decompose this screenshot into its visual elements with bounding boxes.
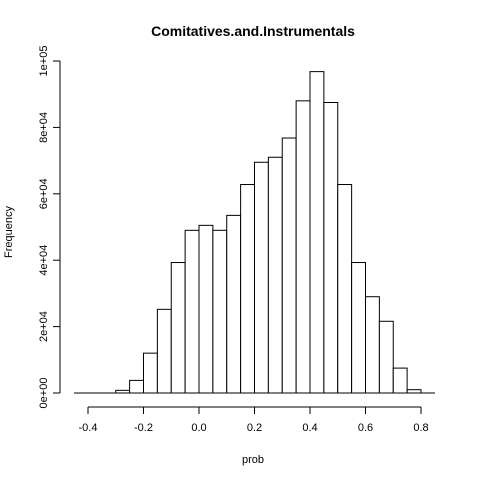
histogram-bar (254, 161, 269, 394)
histogram-bar (295, 100, 311, 394)
x-axis-label: prob (242, 454, 264, 466)
chart-title: Comitatives.and.Instrumentals (151, 23, 355, 39)
y-tick-label: 4e+04 (38, 245, 50, 276)
y-tick-label: 8e+04 (38, 112, 50, 143)
x-tick-label: -0.2 (134, 422, 153, 434)
histogram-bar (184, 229, 200, 394)
histogram-bar (392, 367, 408, 394)
histogram-bar (309, 71, 325, 394)
y-tick-label: 2e+04 (38, 311, 50, 342)
x-tick-label: 0.4 (302, 422, 317, 434)
histogram-bar (351, 262, 366, 394)
histogram-bar (212, 229, 228, 394)
histogram-bar (267, 156, 283, 394)
bars-layer (74, 71, 435, 394)
x-tick-label: 0.2 (247, 422, 262, 434)
histogram-bar (337, 184, 353, 394)
y-axis: 0e+00 2e+04 4e+04 6e+04 8e+04 1e+05 (38, 46, 61, 409)
histogram-bar (129, 379, 144, 394)
histogram-bar (156, 308, 172, 394)
histogram-bar (143, 352, 158, 394)
histogram-bar (198, 224, 214, 394)
y-tick-label: 1e+05 (38, 46, 50, 77)
y-tick-label: 0e+00 (38, 378, 50, 409)
histogram-bar (323, 102, 339, 394)
x-tick-label: -0.4 (79, 422, 98, 434)
x-axis: -0.4 -0.2 0.0 0.2 0.4 0.6 0.8 (79, 406, 429, 434)
x-tick-label: 0.0 (191, 422, 206, 434)
histogram-bar (226, 214, 242, 394)
x-tick-label: 0.8 (413, 422, 428, 434)
histogram-bar (378, 320, 394, 394)
histogram-bar (170, 262, 186, 394)
y-tick-label: 6e+04 (38, 178, 50, 209)
x-tick-label: 0.6 (358, 422, 373, 434)
y-axis-label: Frequency (3, 206, 15, 258)
histogram-bar (365, 296, 380, 394)
histogram-bar (240, 184, 255, 394)
histogram-bar (281, 137, 297, 394)
